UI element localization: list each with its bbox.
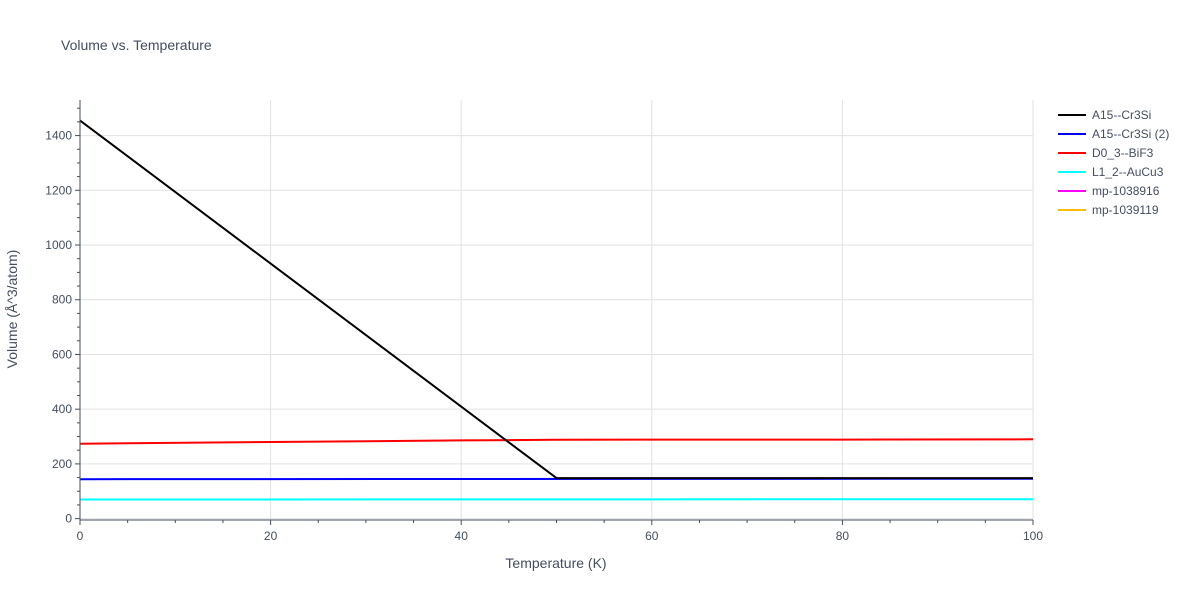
x-tick-label: 40: [455, 529, 469, 543]
y-tick-label: 400: [52, 402, 72, 416]
y-tick-label: 200: [52, 457, 72, 471]
legend-item: A15--Cr3Si (2): [1058, 127, 1169, 141]
legend-item: mp-1038916: [1058, 184, 1160, 198]
legend-label: A15--Cr3Si: [1092, 108, 1151, 122]
x-axis-title: Temperature (K): [505, 555, 606, 571]
legend-label: mp-1039119: [1092, 203, 1159, 217]
x-tick-label: 20: [264, 529, 278, 543]
plot-series: [79, 119, 1034, 501]
legend-item: mp-1039119: [1058, 203, 1159, 217]
grid: [80, 100, 1034, 520]
y-axis-title: Volume (Å^3/atom): [4, 250, 20, 369]
legend-label: mp-1038916: [1092, 184, 1160, 198]
x-tick-label: 100: [1023, 529, 1043, 543]
y-tick-label: 600: [52, 347, 72, 361]
y-tick-label: 1200: [45, 183, 72, 197]
legend-label: A15--Cr3Si (2): [1092, 127, 1169, 141]
y-tick-label: 1000: [45, 238, 72, 252]
y-tick-label: 800: [52, 293, 72, 307]
legend-item: L1_2--AuCu3: [1058, 165, 1164, 179]
series-line-a15-cr3si: [79, 119, 1033, 480]
legend-item: A15--Cr3Si: [1058, 108, 1151, 122]
x-tick-label: 0: [77, 529, 84, 543]
y-tick-label: 0: [65, 512, 72, 526]
legend-label: L1_2--AuCu3: [1092, 165, 1164, 179]
y-tick-label: 1400: [45, 129, 72, 143]
x-tick-label: 80: [836, 529, 850, 543]
x-tick-label: 60: [645, 529, 659, 543]
legend: A15--Cr3Si A15--Cr3Si (2) D0_3--BiF3 L1_2--…: [1058, 108, 1169, 217]
chart-title: Volume vs. Temperature: [61, 37, 212, 53]
series-line-d0-3-bif3: [79, 438, 1034, 445]
legend-label: D0_3--BiF3: [1092, 146, 1154, 160]
legend-item: D0_3--BiF3: [1058, 146, 1154, 160]
